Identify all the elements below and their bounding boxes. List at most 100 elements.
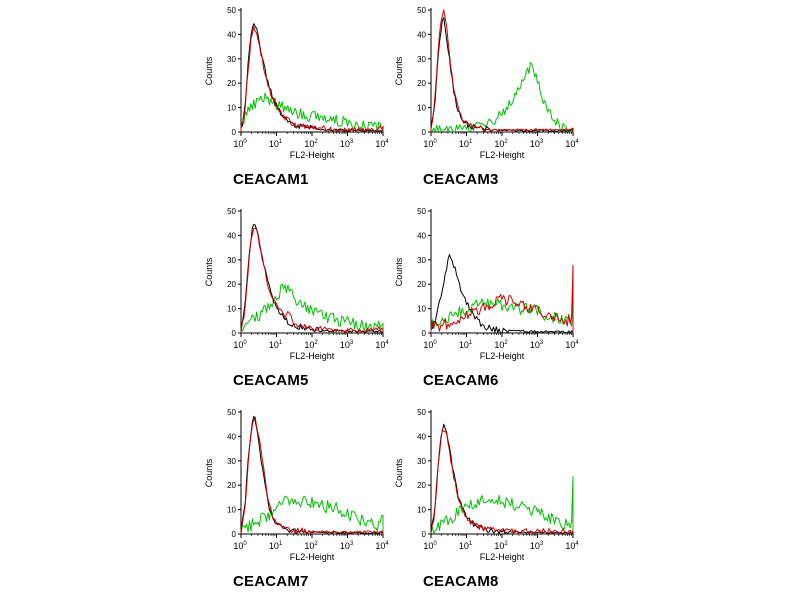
series-red-control-trace <box>240 416 384 535</box>
series-green-stain-trace <box>430 62 574 133</box>
y-tick-label: 40 <box>417 30 426 39</box>
fl2-axis-label: FL2-Height <box>480 150 525 160</box>
panel-title: CEACAM3 <box>423 171 499 188</box>
series-black-control-trace <box>240 223 384 334</box>
x-tick-label: 101 <box>269 139 283 149</box>
x-tick-label: 102 <box>494 541 508 551</box>
series-red-control-trace <box>430 9 574 133</box>
series-green-stain-trace <box>430 280 574 333</box>
y-tick-label: 0 <box>232 530 237 539</box>
plot-svg: 0 10 20 30 40 50 Counts 100 101 102 103 104 FL2-Heig… <box>204 6 389 160</box>
panel-title: CEACAM8 <box>423 573 499 590</box>
y-tick-label: 20 <box>227 79 236 88</box>
y-tick-label: 40 <box>417 231 426 240</box>
flow-histogram-panel: 0 10 20 30 40 50 Counts 100 101 102 103 104 FL2-Heig… <box>393 2 583 202</box>
fl2-axis-label: FL2-Height <box>290 150 335 160</box>
x-tick-label: 102 <box>494 340 508 350</box>
x-tick-label: 104 <box>375 139 389 149</box>
x-tick-label: 101 <box>459 139 473 149</box>
x-tick-label: 104 <box>375 541 389 551</box>
fl2-axis-label: FL2-Height <box>290 351 335 361</box>
y-tick-label: 0 <box>422 329 427 338</box>
series-black-control-trace <box>430 423 574 535</box>
fl2-axis-label: FL2-Height <box>290 552 335 562</box>
counts-axis-label: Counts <box>394 257 404 286</box>
x-tick-label: 100 <box>233 541 247 551</box>
series-red-stain-trace <box>430 264 574 333</box>
flow-histogram-panel: 0 10 20 30 40 50 Counts 100 101 102 103 104 FL2-Heig… <box>203 203 393 403</box>
y-tick-label: 10 <box>417 305 426 314</box>
y-tick-label: 20 <box>417 481 426 490</box>
x-tick-label: 100 <box>423 139 437 149</box>
y-tick-label: 40 <box>227 231 236 240</box>
flow-histogram-panel: 0 10 20 30 40 50 Counts 100 101 102 103 104 FL2-Heig… <box>393 404 583 600</box>
series-red-control-trace <box>430 429 574 535</box>
series-red-control-trace <box>240 227 384 334</box>
x-tick-label: 101 <box>269 541 283 551</box>
fl2-axis-label: FL2-Height <box>480 351 525 361</box>
x-tick-label: 100 <box>233 340 247 350</box>
y-tick-label: 50 <box>227 207 236 216</box>
series-black-control-trace <box>430 254 574 334</box>
x-tick-label: 103 <box>530 139 544 149</box>
plot-svg: 0 10 20 30 40 50 Counts 100 101 102 103 104 FL2-Heig… <box>204 207 389 361</box>
panel-title: CEACAM7 <box>233 573 309 590</box>
x-tick-label: 103 <box>340 340 354 350</box>
x-tick-label: 104 <box>565 541 579 551</box>
series-black-control-trace <box>240 23 384 132</box>
x-tick-label: 104 <box>375 340 389 350</box>
y-tick-label: 10 <box>227 104 236 113</box>
panel-title: CEACAM5 <box>233 372 309 389</box>
y-tick-label: 40 <box>417 432 426 441</box>
y-tick-label: 20 <box>227 280 236 289</box>
series-green-stain-trace <box>240 283 384 333</box>
series-red-control-trace <box>240 26 384 133</box>
x-tick-label: 100 <box>423 541 437 551</box>
y-tick-label: 50 <box>227 408 236 417</box>
x-tick-label: 104 <box>565 340 579 350</box>
panel-title: CEACAM1 <box>233 171 309 188</box>
plot-svg: 0 10 20 30 40 50 Counts 100 101 102 103 104 FL2-Heig… <box>394 207 579 361</box>
y-tick-label: 30 <box>227 256 236 265</box>
y-tick-label: 0 <box>422 128 427 137</box>
panel-title: CEACAM6 <box>423 372 499 389</box>
y-tick-label: 30 <box>417 457 426 466</box>
x-tick-label: 101 <box>269 340 283 350</box>
plot-svg: 0 10 20 30 40 50 Counts 100 101 102 103 104 FL2-Heig… <box>394 408 579 562</box>
x-tick-label: 100 <box>423 340 437 350</box>
y-tick-label: 10 <box>417 506 426 515</box>
y-tick-label: 10 <box>417 104 426 113</box>
x-tick-label: 103 <box>530 541 544 551</box>
x-tick-label: 102 <box>494 139 508 149</box>
x-tick-label: 104 <box>565 139 579 149</box>
y-tick-label: 30 <box>227 55 236 64</box>
y-tick-label: 0 <box>422 530 427 539</box>
x-tick-label: 103 <box>340 541 354 551</box>
y-tick-label: 20 <box>417 79 426 88</box>
y-tick-label: 40 <box>227 432 236 441</box>
y-tick-label: 30 <box>227 457 236 466</box>
y-tick-label: 30 <box>417 256 426 265</box>
x-tick-label: 101 <box>459 541 473 551</box>
x-tick-label: 100 <box>233 139 247 149</box>
x-tick-label: 103 <box>340 139 354 149</box>
fl2-axis-label: FL2-Height <box>480 552 525 562</box>
y-tick-label: 30 <box>417 55 426 64</box>
y-tick-label: 0 <box>232 329 237 338</box>
series-black-control-trace <box>240 415 384 535</box>
series-black-control-trace <box>430 17 574 133</box>
flow-histogram-panel: 0 10 20 30 40 50 Counts 100 101 102 103 104 FL2-Heig… <box>393 203 583 403</box>
x-tick-label: 102 <box>304 541 318 551</box>
counts-axis-label: Counts <box>204 458 214 487</box>
x-tick-label: 101 <box>459 340 473 350</box>
x-tick-label: 103 <box>530 340 544 350</box>
x-tick-label: 102 <box>304 340 318 350</box>
series-green-stain-trace <box>240 495 384 535</box>
counts-axis-label: Counts <box>394 458 404 487</box>
y-tick-label: 20 <box>227 481 236 490</box>
series-green-stain-trace <box>430 476 574 534</box>
plot-svg: 0 10 20 30 40 50 Counts 100 101 102 103 104 FL2-Heig… <box>394 6 579 160</box>
y-tick-label: 10 <box>227 506 236 515</box>
x-tick-label: 102 <box>304 139 318 149</box>
flow-histogram-panel: 0 10 20 30 40 50 Counts 100 101 102 103 104 FL2-Heig… <box>203 2 393 202</box>
